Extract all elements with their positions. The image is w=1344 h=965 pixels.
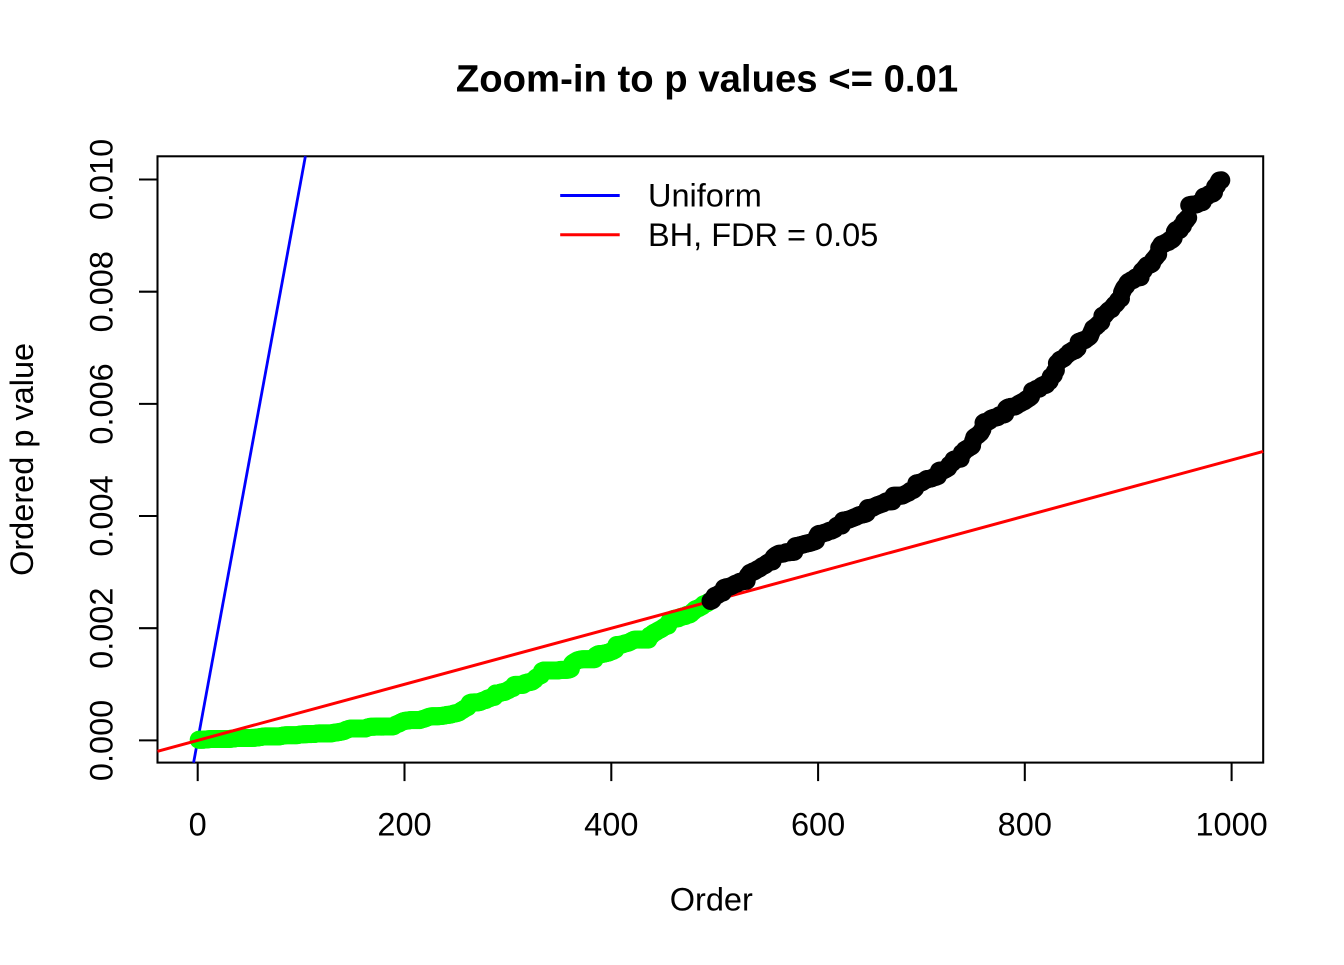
svg-text:200: 200 bbox=[377, 806, 431, 842]
svg-text:0.002: 0.002 bbox=[83, 588, 119, 669]
svg-text:0.008: 0.008 bbox=[83, 251, 119, 332]
svg-text:400: 400 bbox=[584, 806, 638, 842]
svg-text:0.004: 0.004 bbox=[83, 475, 119, 556]
svg-text:0: 0 bbox=[189, 806, 207, 842]
svg-text:BH, FDR = 0.05: BH, FDR = 0.05 bbox=[648, 217, 878, 253]
svg-text:1000: 1000 bbox=[1195, 806, 1267, 842]
svg-text:Uniform: Uniform bbox=[648, 178, 762, 214]
svg-text:0.006: 0.006 bbox=[83, 363, 119, 444]
svg-text:Order: Order bbox=[670, 882, 753, 918]
svg-text:Ordered p value: Ordered p value bbox=[4, 343, 40, 576]
svg-text:0.000: 0.000 bbox=[83, 700, 119, 781]
svg-text:Zoom-in to p values <= 0.01: Zoom-in to p values <= 0.01 bbox=[456, 57, 958, 100]
svg-text:800: 800 bbox=[998, 806, 1052, 842]
svg-text:0.010: 0.010 bbox=[83, 139, 119, 220]
svg-text:600: 600 bbox=[791, 806, 845, 842]
